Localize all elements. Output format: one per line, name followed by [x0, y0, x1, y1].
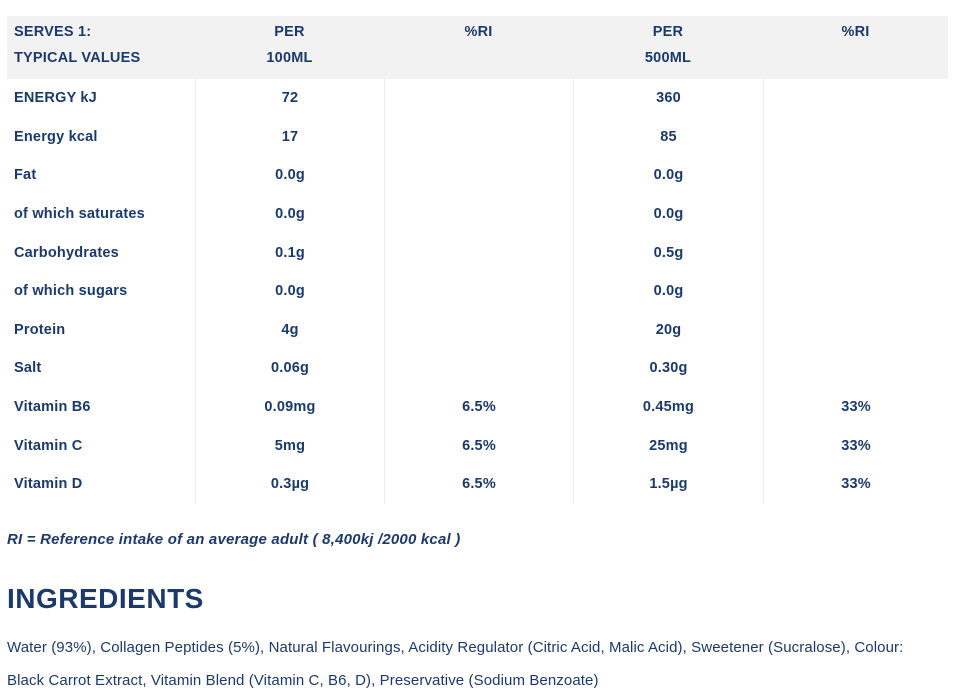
value-per-500ml: 0.0g	[573, 271, 763, 311]
value-ri-500ml: 33%	[763, 426, 948, 465]
value-ri-100ml	[384, 233, 573, 272]
value-ri-500ml: 33%	[763, 464, 948, 504]
value-per-500ml: 360	[573, 79, 763, 118]
table-header-row: SERVES 1: TYPICAL VALUES PER 100ML %RI P…	[7, 16, 948, 79]
value-per-100ml: 72	[195, 79, 384, 118]
value-per-100ml: 4g	[195, 310, 384, 350]
table-row: Energy kcal 17 85	[7, 117, 948, 157]
header-per-500ml: PER 500ML	[573, 19, 763, 71]
row-label: Salt	[14, 360, 42, 377]
header-ri-100ml: %RI	[464, 24, 493, 40]
table-row: Vitamin B6 0.09mg 6.5% 0.45mg 33%	[7, 387, 948, 427]
ingredients-heading: INGREDIENTS	[7, 582, 204, 614]
row-label: Vitamin D	[14, 476, 83, 493]
row-label: Vitamin B6	[14, 399, 91, 416]
row-label: of which saturates	[14, 206, 145, 223]
header-per-500ml-line1: PER	[652, 24, 684, 40]
table-row: of which saturates 0.0g 0.0g	[7, 194, 948, 234]
value-per-100ml: 0.1g	[195, 233, 384, 272]
header-typical-values: SERVES 1: TYPICAL VALUES	[7, 19, 195, 71]
header-typical-values-line: TYPICAL VALUES	[14, 50, 141, 66]
value-per-100ml: 0.0g	[195, 156, 384, 195]
header-per-100ml: PER 100ML	[195, 19, 384, 71]
value-ri-500ml	[763, 117, 948, 157]
value-ri-500ml	[763, 310, 948, 350]
value-per-100ml: 17	[195, 117, 384, 157]
table-row: of which sugars 0.0g 0.0g	[7, 271, 948, 311]
value-per-500ml: 0.45mg	[573, 387, 763, 427]
header-per-500ml-line2: 500ML	[644, 50, 692, 66]
value-ri-500ml: 33%	[763, 387, 948, 427]
value-per-100ml: 5mg	[195, 426, 384, 465]
value-ri-100ml	[384, 117, 573, 157]
value-ri-100ml	[384, 349, 573, 388]
value-ri-100ml	[384, 271, 573, 311]
row-label: Protein	[14, 321, 66, 338]
value-per-100ml: 0.09mg	[195, 387, 384, 427]
table-row: ENERGY kJ 72 360	[7, 79, 948, 118]
value-ri-500ml	[763, 194, 948, 234]
value-per-500ml: 20g	[573, 310, 763, 350]
value-per-500ml: 85	[573, 117, 763, 157]
row-label: Energy kcal	[14, 128, 98, 145]
row-label: ENERGY kJ	[14, 90, 97, 107]
table-row: Fat 0.0g 0.0g	[7, 156, 948, 195]
header-per-100ml-line2: 100ML	[266, 50, 313, 66]
value-ri-100ml: 6.5%	[384, 387, 573, 427]
value-per-100ml: 0.0g	[195, 271, 384, 311]
value-ri-100ml	[384, 194, 573, 234]
value-per-500ml: 0.30g	[573, 349, 763, 388]
row-label: of which sugars	[14, 283, 128, 300]
header-serves-line: SERVES 1:	[14, 24, 92, 40]
value-ri-100ml	[384, 310, 573, 350]
value-per-500ml: 0.0g	[573, 194, 763, 234]
value-ri-500ml	[763, 79, 948, 118]
nutrition-table: SERVES 1: TYPICAL VALUES PER 100ML %RI P…	[7, 16, 948, 504]
value-ri-100ml	[384, 156, 573, 195]
table-row: Protein 4g 20g	[7, 310, 948, 350]
value-ri-500ml	[763, 349, 948, 388]
table-row: Vitamin D 0.3µg 6.5% 1.5µg 33%	[7, 464, 948, 504]
table-body: ENERGY kJ 72 360 Energy kcal 17 85 Fat 0.0g 0.0g…	[7, 79, 948, 504]
value-per-500ml: 0.5g	[573, 233, 763, 272]
reference-intake-footnote: RI = Reference intake of an average adul…	[7, 530, 461, 548]
value-ri-100ml: 6.5%	[384, 464, 573, 504]
table-row: Salt 0.06g 0.30g	[7, 349, 948, 388]
table-row: Carbohydrates 0.1g 0.5g	[7, 233, 948, 272]
value-per-100ml: 0.06g	[195, 349, 384, 388]
value-per-500ml: 25mg	[573, 426, 763, 465]
row-label: Vitamin C	[14, 437, 83, 454]
table-row: Vitamin C 5mg 6.5% 25mg 33%	[7, 426, 948, 465]
value-per-500ml: 0.0g	[573, 156, 763, 195]
ingredients-text: Water (93%), Collagen Peptides (5%), Nat…	[7, 638, 904, 689]
row-label: Carbohydrates	[14, 244, 119, 261]
value-ri-500ml	[763, 156, 948, 195]
value-per-100ml: 0.3µg	[195, 464, 384, 504]
header-per-100ml-line1: PER	[274, 24, 305, 40]
value-ri-500ml	[763, 233, 948, 272]
value-per-500ml: 1.5µg	[573, 464, 763, 504]
row-label: Fat	[14, 167, 37, 184]
value-ri-500ml	[763, 271, 948, 311]
value-ri-100ml	[384, 79, 573, 118]
value-ri-100ml: 6.5%	[384, 426, 573, 465]
value-per-100ml: 0.0g	[195, 194, 384, 234]
header-ri-500ml: %RI	[841, 24, 870, 40]
